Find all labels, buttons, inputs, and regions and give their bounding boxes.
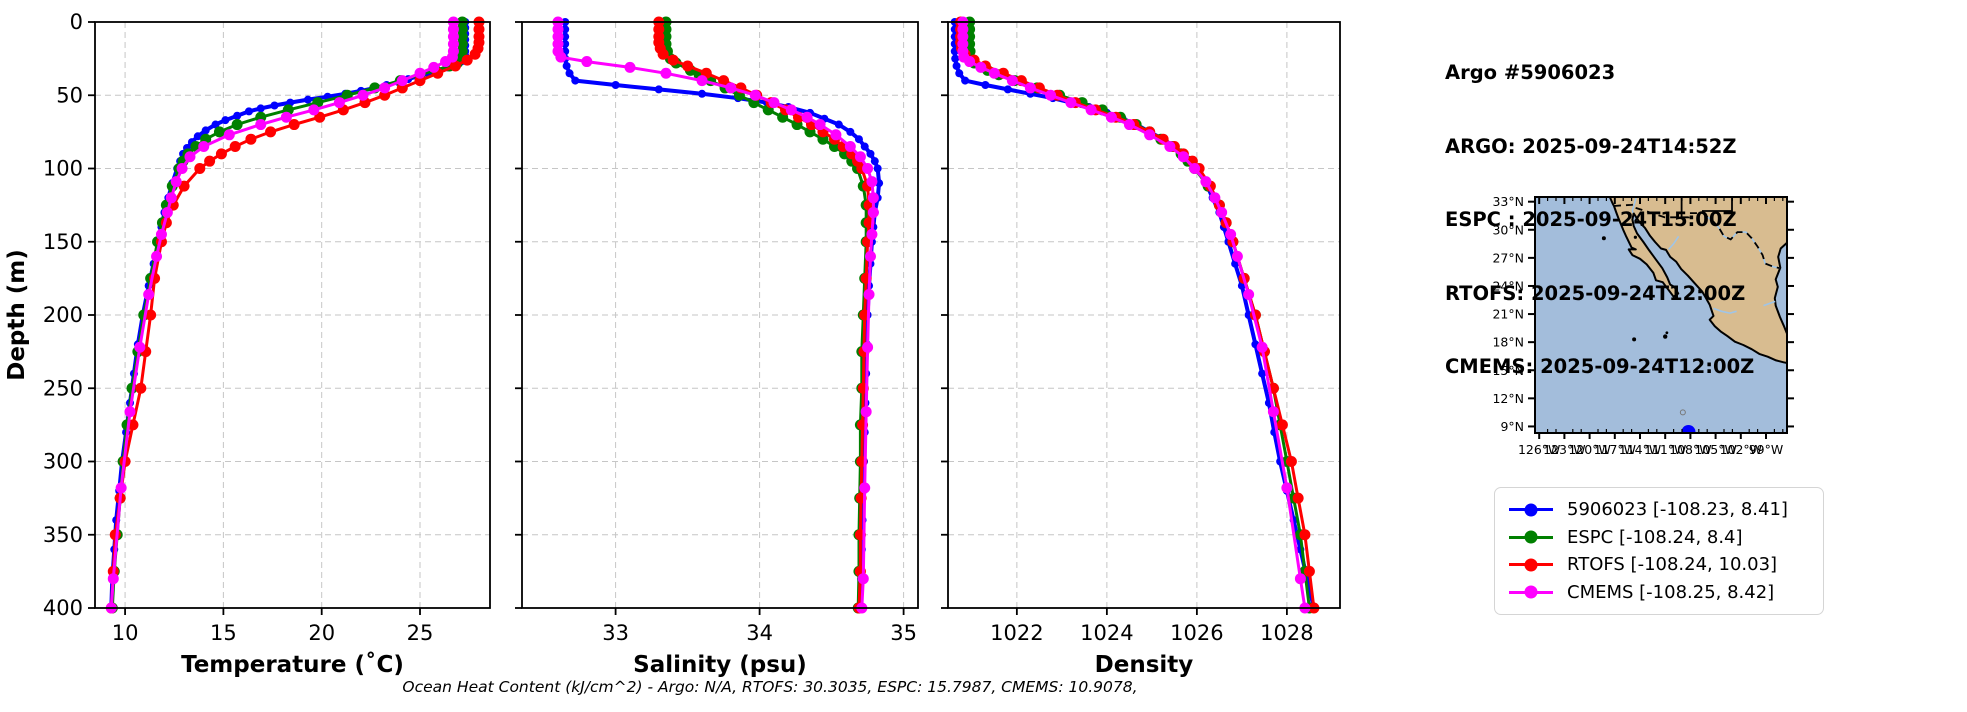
map-river xyxy=(1631,197,1637,214)
series-CMEMS xyxy=(552,16,879,614)
map-lon-tick-label: 102°W xyxy=(1720,442,1762,457)
x-tick-label: 20 xyxy=(308,621,335,645)
map-lon-tick-label: 105°W xyxy=(1694,442,1736,457)
map-lat-tick-label: 24°N xyxy=(1492,278,1524,293)
argo-float-position-marker xyxy=(1681,424,1696,433)
y-tick-label: 400 xyxy=(43,596,83,620)
legend-item-cmems: CMEMS [-108.25, 8.42] xyxy=(1509,579,1809,606)
y-tick-label: 0 xyxy=(70,10,83,34)
map-small-ring xyxy=(1679,409,1686,416)
rtofs-line-marker-icon xyxy=(1509,558,1553,572)
x-tick-label: 1026 xyxy=(1170,621,1223,645)
map-river xyxy=(1668,235,1680,250)
map-lon-tick-label: 99°W xyxy=(1749,442,1784,457)
y-tick-label: 50 xyxy=(56,83,83,107)
x-axis-label: Salinity (psu) xyxy=(633,652,807,678)
legend-item-argo: 5906023 [-108.23, 8.41] xyxy=(1509,496,1809,523)
x-tick-label: 10 xyxy=(112,621,139,645)
map-lat-tick-label: 12°N xyxy=(1492,391,1524,406)
map-river xyxy=(1713,307,1737,314)
map-lon-tick-label: 123°W xyxy=(1543,442,1585,457)
series-CMEMS xyxy=(105,16,459,614)
map-lon-tick-label: 108°W xyxy=(1669,442,1711,457)
y-tick-label: 200 xyxy=(43,303,83,327)
legend-item-espc: ESPC [-108.24, 8.4] xyxy=(1509,524,1809,551)
map-lon-tick-label: 117°W xyxy=(1594,442,1636,457)
x-tick-label: 1028 xyxy=(1260,621,1313,645)
map-lon-tick-label: 126°W xyxy=(1518,442,1560,457)
map-island xyxy=(1633,235,1637,239)
y-tick-label: 150 xyxy=(43,230,83,254)
map-river xyxy=(1702,212,1781,269)
map-island xyxy=(1663,334,1668,339)
legend: 5906023 [-108.23, 8.41] ESPC [-108.24, 8… xyxy=(1494,487,1824,615)
page-title: Argo #5906023 xyxy=(1445,61,1616,84)
y-tick-label: 250 xyxy=(43,376,83,400)
ocean-heat-content-footnote: Ocean Heat Content (kJ/cm^2) - Argo: N/A… xyxy=(402,678,1138,696)
map-lat-tick-label: 9°N xyxy=(1500,419,1524,434)
argo-line-marker-icon xyxy=(1509,503,1553,517)
espc-line-marker-icon xyxy=(1509,530,1553,544)
x-tick-label: 15 xyxy=(210,621,237,645)
y-tick-label: 300 xyxy=(43,450,83,474)
x-tick-label: 25 xyxy=(407,621,434,645)
x-tick-label: 1024 xyxy=(1080,621,1133,645)
legend-item-rtofs: RTOFS [-108.24, 10.03] xyxy=(1509,551,1809,578)
map-island xyxy=(1601,236,1606,241)
map-lon-tick-label: 120°W xyxy=(1568,442,1610,457)
map-island xyxy=(1665,331,1669,335)
map-lat-tick-label: 30°N xyxy=(1492,222,1524,237)
x-tick-label: 1022 xyxy=(990,621,1043,645)
map-river xyxy=(1763,300,1776,307)
chart-2: 1022 1024 1026 1028 Density xyxy=(941,16,1341,678)
chart-0: 10 15 20 25050100150200250300350400Temperat… xyxy=(4,10,491,678)
map-lon-tick-label: 114°W xyxy=(1619,442,1661,457)
map-lat-tick-label: 15°N xyxy=(1492,363,1524,378)
map-state-border xyxy=(1702,197,1733,212)
x-tick-label: 33 xyxy=(602,621,629,645)
legend-label: CMEMS [-108.25, 8.42] xyxy=(1567,581,1775,603)
rtofs-timestamp: RTOFS: 2025-09-24T12:00Z xyxy=(1445,281,1746,305)
map-lat-tick-label: 18°N xyxy=(1492,335,1524,350)
x-tick-label: 34 xyxy=(746,621,773,645)
x-axis-label: Density xyxy=(1095,652,1194,678)
map-lat-tick-label: 27°N xyxy=(1492,250,1524,265)
argo-timestamp: ARGO: 2025-09-24T14:52Z xyxy=(1445,134,1737,158)
map-land-mexico xyxy=(1608,197,1787,365)
cmems-line-marker-icon xyxy=(1509,585,1553,599)
y-tick-label: 350 xyxy=(43,523,83,547)
y-tick-label: 100 xyxy=(43,157,83,181)
map-lat-tick-label: 21°N xyxy=(1492,307,1524,322)
espc-timestamp: ESPC : 2025-09-24T15:00Z xyxy=(1445,208,1737,231)
legend-label: ESPC [-108.24, 8.4] xyxy=(1567,526,1743,548)
cmems-timestamp: CMEMS: 2025-09-24T12:00Z xyxy=(1445,355,1755,378)
location-map: 33°N 30°N 27°N 24°N 21°N 18°N 15°N 12°N 9°N 126°W… xyxy=(1492,194,1794,457)
x-tick-label: 35 xyxy=(890,621,917,645)
map-lon-tick-label: 111°W xyxy=(1644,442,1686,457)
map-island xyxy=(1632,337,1637,342)
y-axis-label: Depth (m) xyxy=(4,249,30,381)
map-lat-tick-label: 33°N xyxy=(1492,194,1524,209)
x-axis-label: Temperature (˚C) xyxy=(181,651,404,678)
legend-label: RTOFS [-108.24, 10.03] xyxy=(1567,554,1778,576)
header-block: Argo #5906023 ARGO: 2025-09-24T14:52Z ES… xyxy=(1445,12,1754,429)
legend-label: 5906023 [-108.23, 8.41] xyxy=(1567,499,1788,521)
chart-1: 33 34 35 Salinity (psu) xyxy=(515,16,919,678)
